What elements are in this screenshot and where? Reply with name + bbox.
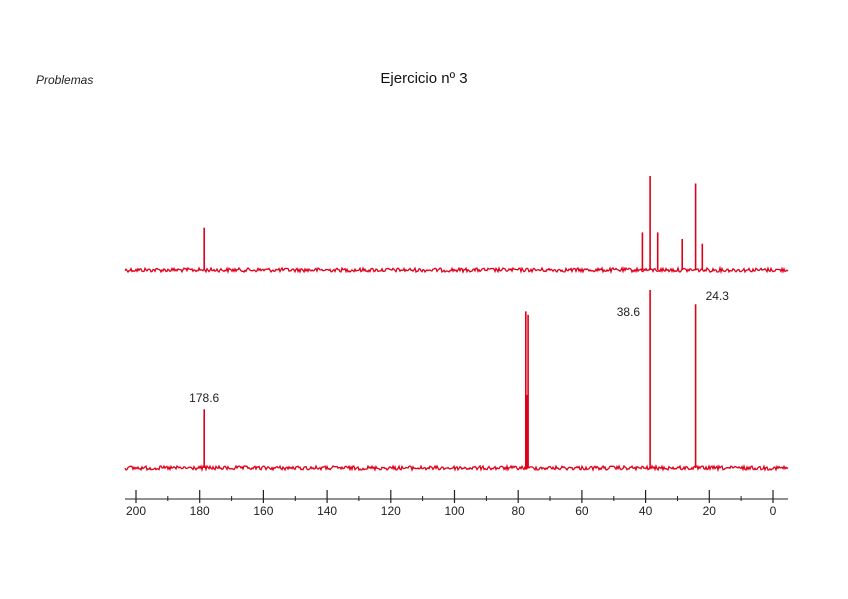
x-tick-label-9: 20: [703, 504, 717, 518]
x-tick-label-10: 0: [770, 504, 777, 518]
x-axis: 200 180 160 140 120 100 80 60 40 20 0: [125, 490, 788, 518]
peak-label-2: 24.3: [706, 289, 730, 303]
page-title: Ejercicio nº 3: [380, 70, 468, 87]
x-tick-label-7: 60: [575, 504, 589, 518]
section-label: Problemas: [36, 73, 94, 87]
x-tick-label-0: 200: [126, 504, 146, 518]
x-tick-label-8: 40: [639, 504, 653, 518]
peak-label-0: 178.6: [189, 391, 219, 405]
x-tick-label-6: 80: [512, 504, 526, 518]
x-tick-label-5: 100: [444, 504, 464, 518]
baseline-top: [124, 265, 789, 275]
baseline-bottom: [124, 463, 789, 473]
x-tick-label-3: 140: [317, 504, 337, 518]
spectrum-top: [124, 176, 789, 275]
spectrum-bottom: [124, 290, 789, 473]
x-tick-label-2: 160: [253, 504, 273, 518]
x-tick-label-4: 120: [381, 504, 401, 518]
peak-labels: 178.6 38.6 24.3: [189, 289, 729, 405]
peak-label-1: 38.6: [617, 305, 641, 319]
x-tick-label-1: 180: [190, 504, 210, 518]
